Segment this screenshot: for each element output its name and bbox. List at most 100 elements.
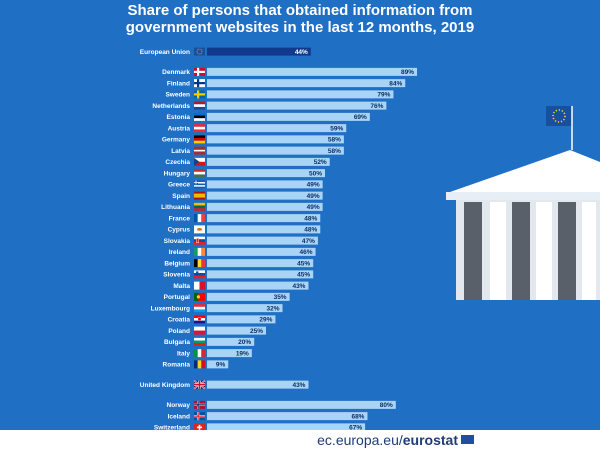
country-label: Belgium bbox=[164, 260, 190, 267]
value-label: 58% bbox=[328, 137, 341, 144]
value-label: 48% bbox=[304, 227, 317, 234]
country-label: Austria bbox=[168, 125, 191, 132]
bar bbox=[207, 214, 321, 223]
country-label: Luxembourg bbox=[151, 305, 190, 312]
value-label: 29% bbox=[259, 317, 272, 324]
value-label: 52% bbox=[314, 159, 327, 166]
nl-flag-icon bbox=[194, 101, 205, 110]
country-label: Poland bbox=[168, 328, 190, 335]
country-label: Cyprus bbox=[168, 227, 191, 234]
bar bbox=[207, 281, 309, 290]
country-label: Portugal bbox=[164, 294, 191, 301]
country-label: Romania bbox=[163, 362, 191, 369]
bar bbox=[207, 326, 266, 335]
country-label: France bbox=[169, 215, 191, 222]
value-label: 68% bbox=[351, 413, 364, 420]
ro-flag-icon bbox=[194, 360, 205, 369]
country-label: Denmark bbox=[162, 69, 190, 76]
bar bbox=[207, 112, 370, 121]
ee-flag-icon bbox=[194, 112, 205, 121]
value-label: 48% bbox=[304, 215, 317, 222]
bar bbox=[207, 247, 316, 256]
source-link[interactable]: ec.europa.eu/eurostat bbox=[317, 432, 458, 448]
gr-flag-icon bbox=[194, 180, 205, 189]
bar bbox=[207, 270, 314, 279]
country-label: Lithuania bbox=[161, 204, 190, 211]
bar bbox=[207, 202, 323, 211]
value-label: 45% bbox=[297, 272, 310, 279]
bar bbox=[207, 157, 330, 166]
mt-flag-icon bbox=[194, 281, 205, 290]
value-label: 59% bbox=[330, 125, 343, 132]
pl-flag-icon bbox=[194, 326, 205, 335]
bar bbox=[207, 315, 276, 324]
bar bbox=[207, 191, 323, 200]
eu-flag-icon bbox=[461, 435, 474, 444]
bar bbox=[207, 423, 366, 430]
value-label: 43% bbox=[292, 382, 305, 389]
value-label: 50% bbox=[309, 170, 322, 177]
uk-flag-icon bbox=[193, 379, 206, 390]
value-label: 45% bbox=[297, 260, 310, 267]
bar bbox=[207, 135, 344, 144]
country-label: Latvia bbox=[171, 148, 190, 155]
dk-flag-icon bbox=[194, 67, 205, 76]
value-label: 69% bbox=[354, 114, 367, 121]
value-label: 25% bbox=[250, 328, 263, 335]
value-label: 67% bbox=[349, 425, 362, 430]
government-building-icon bbox=[446, 106, 600, 300]
bar bbox=[207, 101, 387, 110]
pt-flag-icon bbox=[194, 292, 205, 301]
value-label: 79% bbox=[377, 92, 390, 99]
value-label: 58% bbox=[328, 148, 341, 155]
bar bbox=[207, 236, 318, 245]
is-flag-icon bbox=[194, 412, 205, 421]
value-label: 20% bbox=[238, 339, 251, 346]
bg-flag-icon bbox=[194, 337, 205, 346]
ie-flag-icon bbox=[194, 247, 205, 256]
bar bbox=[207, 47, 311, 56]
country-label: Greece bbox=[168, 182, 190, 189]
country-label: Finland bbox=[167, 80, 190, 87]
country-label: Sweden bbox=[165, 92, 190, 99]
si-flag-icon bbox=[194, 270, 205, 279]
sk-flag-icon bbox=[194, 236, 205, 245]
cz-flag-icon bbox=[194, 157, 205, 166]
bar bbox=[207, 380, 309, 389]
bar bbox=[207, 146, 344, 155]
lt-flag-icon bbox=[194, 202, 205, 211]
value-label: 9% bbox=[216, 362, 226, 369]
country-label: Slovakia bbox=[164, 238, 191, 245]
bar bbox=[207, 304, 283, 313]
se-flag-icon bbox=[194, 90, 205, 99]
country-label: Netherlands bbox=[152, 103, 190, 110]
country-label: Bulgaria bbox=[164, 339, 190, 346]
bar bbox=[207, 412, 368, 421]
country-label: Spain bbox=[172, 193, 190, 200]
hr-flag-icon bbox=[194, 315, 205, 324]
es-flag-icon bbox=[194, 191, 205, 200]
bar bbox=[207, 124, 347, 133]
value-label: 89% bbox=[401, 69, 414, 76]
value-label: 47% bbox=[302, 238, 315, 245]
no-flag-icon bbox=[194, 400, 205, 409]
bar-chart: European Union 44% Denmark 89% Finland 84% Swe… bbox=[140, 47, 418, 430]
ch-flag-icon bbox=[194, 423, 205, 430]
bar bbox=[207, 67, 418, 76]
de-flag-icon bbox=[194, 135, 205, 144]
country-label: Switzerland bbox=[154, 425, 190, 430]
value-label: 49% bbox=[307, 204, 320, 211]
it-flag-icon bbox=[194, 349, 205, 358]
country-label: Estonia bbox=[167, 114, 191, 121]
footer: ec.europa.eu/eurostat bbox=[0, 430, 600, 450]
fr-flag-icon bbox=[194, 214, 205, 223]
lv-flag-icon bbox=[194, 146, 205, 155]
fi-flag-icon bbox=[194, 79, 205, 88]
bar bbox=[207, 400, 396, 409]
bar bbox=[207, 349, 252, 358]
country-label: European Union bbox=[140, 49, 190, 56]
chart-title: Share of persons that obtained informati… bbox=[125, 2, 475, 36]
value-label: 19% bbox=[236, 350, 249, 357]
bar bbox=[207, 79, 406, 88]
bar bbox=[207, 292, 290, 301]
